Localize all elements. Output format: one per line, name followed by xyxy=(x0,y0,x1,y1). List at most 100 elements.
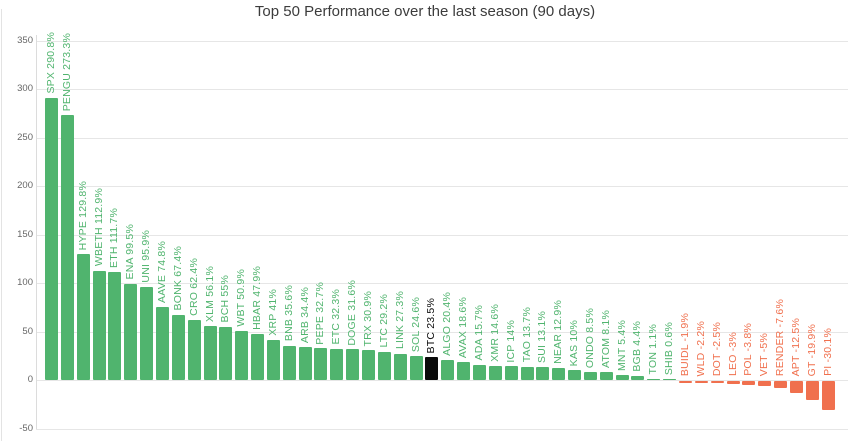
bar-label-SPX: SPX 290.8% xyxy=(45,32,57,94)
bar-label-ONDO: ONDO 8.5% xyxy=(583,307,596,368)
bar-label-BTC: BTC 23.5% xyxy=(425,297,438,354)
bar-XMR xyxy=(488,365,502,380)
bar-BGB xyxy=(631,375,645,380)
bar-AAVE xyxy=(155,307,169,380)
y-tick-label-150: 150 xyxy=(17,228,33,240)
bar-label-BNB: BNB 35.6% xyxy=(282,285,295,342)
bar-ALGO xyxy=(441,360,455,380)
bar-BUIDL xyxy=(679,381,692,383)
bar-label-SOL: SOL 24.6% xyxy=(409,296,422,353)
bar-label-ATOM: ATOM 8.1% xyxy=(599,310,612,369)
bar-label-NEAR: NEAR 12.9% xyxy=(552,299,565,364)
bar-label-ENA: ENA 99.5% xyxy=(124,224,137,280)
bar-HBAR xyxy=(251,333,264,380)
bar-ICP xyxy=(504,366,518,380)
y-tick-label-300: 300 xyxy=(17,83,33,94)
bar-TAO xyxy=(520,366,534,380)
gridline-350 xyxy=(36,40,848,42)
y-tick-label-350: 350 xyxy=(17,34,33,46)
bar-label-TAO: TAO 13.7% xyxy=(520,307,533,363)
bar-label-AAVE: AAVE 74.8% xyxy=(155,241,168,304)
bar-NEAR xyxy=(552,367,566,380)
bar-label-PENGU: PENGU 273.3% xyxy=(60,32,73,111)
bar-LINK xyxy=(393,353,407,380)
gridline-250 xyxy=(36,137,848,139)
bar-BTC xyxy=(425,357,439,380)
bar-label-HBAR: HBAR 47.9% xyxy=(251,265,263,330)
bar-label-POL: POL -3.8% xyxy=(742,323,755,376)
bar-label-WBETH: WBETH 112.9% xyxy=(92,188,105,267)
bar-BONK xyxy=(171,314,185,380)
bar-ATOM xyxy=(599,372,613,380)
bar-label-TRX: TRX 30.9% xyxy=(362,290,374,347)
bar-label-BGB: BGB 4.4% xyxy=(631,321,644,372)
bar-BNB xyxy=(282,345,296,380)
bar-label-ALGO: ALGO 20.4% xyxy=(441,292,454,357)
bar-label-DOGE: DOGE 31.6% xyxy=(346,279,359,346)
bar-label-MNT: MNT 5.4% xyxy=(615,319,628,371)
bar-ENA xyxy=(124,283,138,380)
bar-label-BUIDL: BUIDL -1.9% xyxy=(679,312,691,376)
bar-TRX xyxy=(362,350,375,380)
bar-GT xyxy=(805,381,819,401)
bar-label-XLM: XLM 56.1% xyxy=(203,265,216,322)
bar-label-LTC: LTC 29.2% xyxy=(377,294,390,348)
bar-AVAX xyxy=(457,362,471,380)
y-tick-label-50: 50 xyxy=(22,325,33,337)
gridline-200 xyxy=(36,186,848,187)
gridline-150 xyxy=(36,234,848,236)
bar-BCH xyxy=(219,326,233,380)
bar-PI xyxy=(821,381,835,411)
y-tick-label-250: 250 xyxy=(17,131,33,143)
bar-WBETH xyxy=(92,270,106,380)
bar-label-APT: APT -12.5% xyxy=(789,317,802,376)
bar-label-TON: TON 1.1% xyxy=(647,324,660,375)
bar-TON xyxy=(647,378,661,380)
y-tick-label-200: 200 xyxy=(17,180,33,191)
bar-LEO xyxy=(726,381,740,384)
bar-label-ARB: ARB 34.4% xyxy=(298,286,311,343)
bar-label-XRP: XRP 41% xyxy=(266,289,279,337)
bar-SUI xyxy=(536,367,550,380)
gridline-0 xyxy=(36,380,848,381)
bar-ADA xyxy=(472,364,486,380)
bar-ONDO xyxy=(583,371,597,380)
bar-ETC xyxy=(330,348,344,380)
bar-label-KAS: KAS 10% xyxy=(568,319,580,367)
bar-label-UNI: UNI 95.9% xyxy=(140,230,153,283)
bar-label-WBT: WBT 50.9% xyxy=(235,268,248,327)
bar-label-GT: GT -19.9% xyxy=(805,323,818,376)
y-tick-label--50: -50 xyxy=(19,422,33,434)
bar-DOGE xyxy=(346,349,360,380)
y-tick-label-100: 100 xyxy=(17,277,33,288)
bar-ARB xyxy=(298,346,312,380)
bar-DOT xyxy=(710,381,724,384)
bar-label-AVAX: AVAX 18.6% xyxy=(457,296,470,358)
bar-APT xyxy=(789,381,803,394)
bar-label-BONK: BONK 67.4% xyxy=(171,246,184,311)
bar-CRO xyxy=(187,319,201,380)
bar-label-LEO: LEO -3% xyxy=(726,332,739,376)
bar-label-BCH: BCH 55% xyxy=(219,275,232,323)
bar-label-PI: PI -30.1% xyxy=(821,328,834,376)
bar-RENDER xyxy=(774,381,788,389)
bar-label-CRO: CRO 62.4% xyxy=(187,257,200,316)
bar-label-RENDER: RENDER -7.6% xyxy=(774,298,787,376)
gridline-100 xyxy=(36,283,848,284)
y-axis-line xyxy=(36,34,37,429)
bar-label-PEPE: PEPE 32.7% xyxy=(314,281,327,345)
bar-label-ETH: ETH 111.7% xyxy=(108,207,121,268)
bar-label-ADA: ADA 15.7% xyxy=(472,305,485,361)
bar-XRP xyxy=(266,340,280,380)
bar-LTC xyxy=(377,351,391,380)
bar-label-LINK: LINK 27.3% xyxy=(393,291,406,350)
bar-PEPE xyxy=(314,348,328,380)
widget-left-border xyxy=(1,9,2,441)
y-tick-label-0: 0 xyxy=(27,374,33,385)
bar-UNI xyxy=(140,287,154,380)
bar-SOL xyxy=(409,356,423,380)
bar-VET xyxy=(758,381,772,386)
bar-WBT xyxy=(235,330,249,380)
bar-POL xyxy=(742,381,756,385)
